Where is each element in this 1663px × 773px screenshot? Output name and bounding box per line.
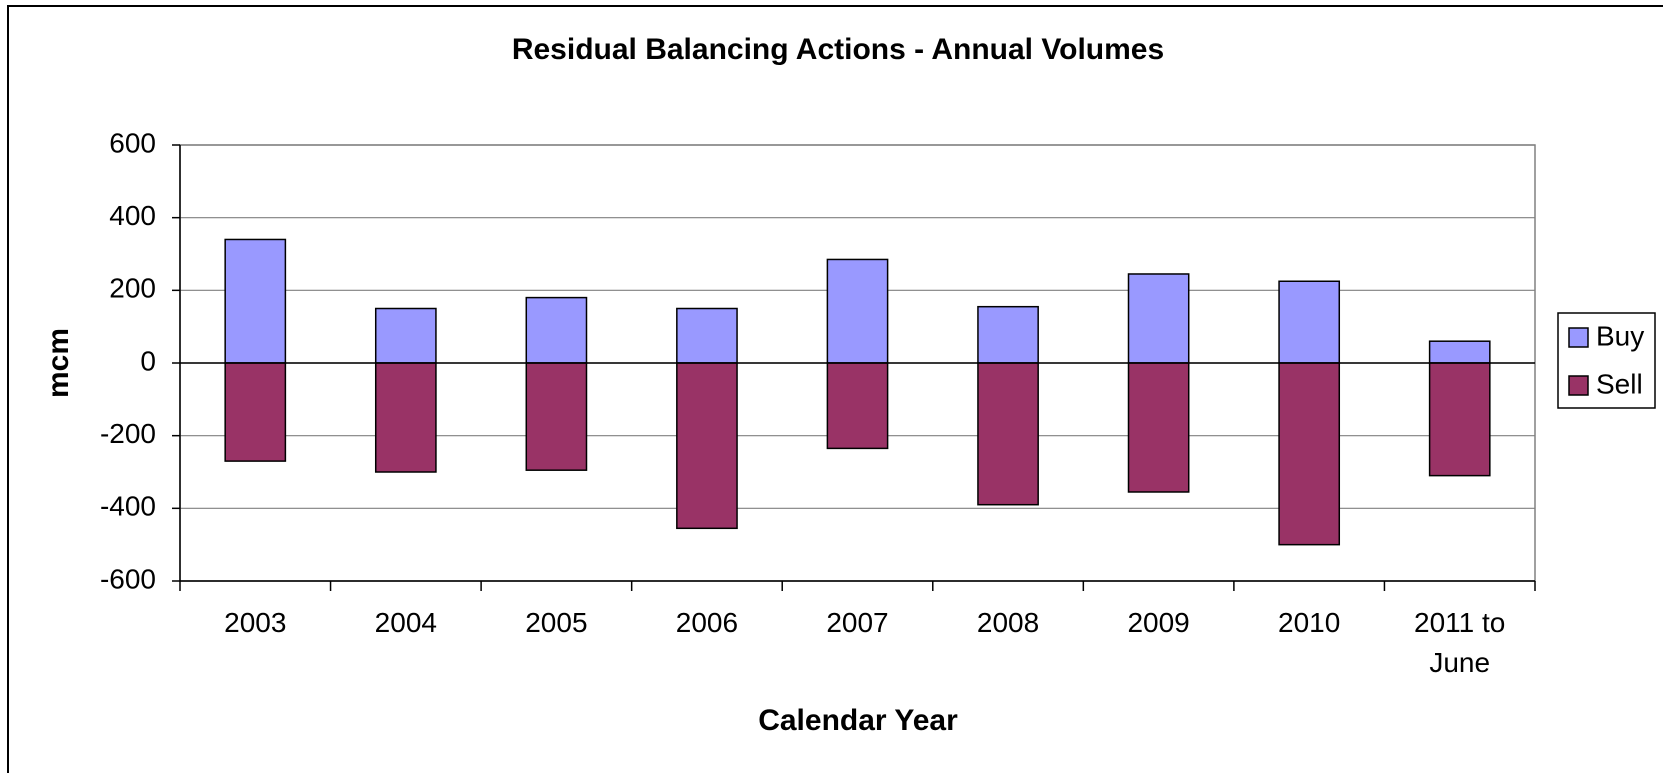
x-tick-label: 2009 [1127, 607, 1190, 638]
x-tick-label: 2003 [224, 607, 287, 638]
bar [1278, 280, 1341, 364]
x-tick-label-box: 2010 [1278, 607, 1341, 638]
y-axis-title: mcm [42, 328, 75, 398]
x-tick-label-box: 2009 [1127, 607, 1190, 638]
bar [977, 362, 1039, 506]
legend-swatch [1568, 375, 1589, 396]
x-tick-label: 2005 [525, 607, 588, 638]
bar [224, 362, 287, 462]
y-tick-label: -200 [100, 418, 156, 449]
x-tick-label: 2011 to June [1414, 607, 1506, 678]
x-tick-label-box: 2007 [826, 607, 889, 638]
bar [977, 305, 1039, 364]
y-tick-label: -400 [100, 491, 156, 522]
bar [1127, 362, 1190, 493]
bar [676, 362, 738, 530]
x-tick-label: 2008 [976, 607, 1040, 638]
bar [1278, 362, 1341, 546]
x-tick-label: 2010 [1278, 607, 1341, 638]
legend-label: Buy [1596, 320, 1644, 351]
chart-title: Residual Balancing Actions - Annual Volu… [512, 33, 1164, 66]
x-tick-label: 2006 [675, 607, 739, 638]
x-tick-label-box: 2004 [374, 607, 437, 638]
bar [1127, 273, 1190, 364]
y-tick-label: 400 [109, 200, 156, 231]
y-tick-label: 200 [109, 273, 156, 304]
bar [1428, 362, 1491, 477]
bar [525, 296, 588, 364]
legend-label: Sell [1596, 368, 1643, 399]
bar [826, 362, 889, 450]
bar [826, 258, 889, 364]
bar [374, 362, 437, 473]
bar [374, 307, 437, 364]
y-tick-label: 600 [109, 127, 156, 158]
x-tick-label: 2004 [374, 607, 437, 638]
x-tick-label-box: 2008 [976, 607, 1040, 638]
x-tick-label-box: 2005 [525, 607, 588, 638]
y-tick-label: 0 [140, 345, 156, 376]
x-tick-label: 2007 [826, 607, 889, 638]
x-tick-label-box: 2011 to June [1414, 607, 1506, 678]
y-tick-label: -600 [100, 563, 156, 594]
x-axis-title: Calendar Year [758, 704, 958, 737]
bar [676, 307, 738, 364]
legend-swatch [1568, 327, 1589, 348]
bar [1428, 340, 1491, 364]
bar [224, 238, 287, 364]
x-tick-label-box: 2006 [675, 607, 739, 638]
x-tick-label-box: 2003 [224, 607, 287, 638]
bar [525, 362, 588, 471]
